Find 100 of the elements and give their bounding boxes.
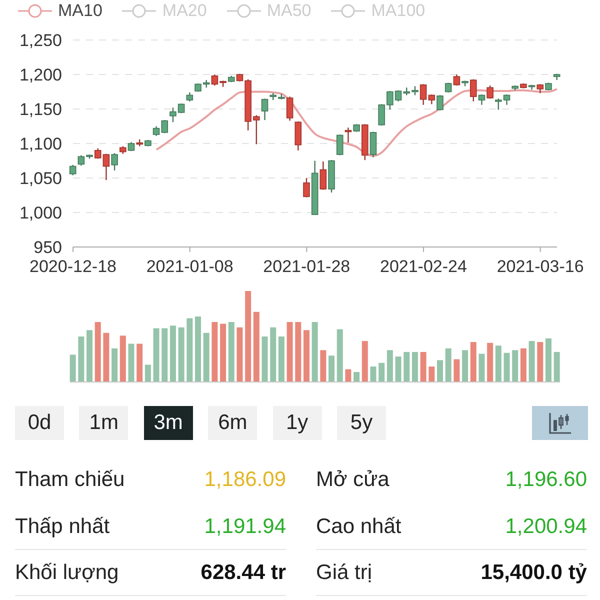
x-tick-label: 2020-12-18 bbox=[30, 257, 116, 276]
text: Mở cửa bbox=[316, 467, 390, 493]
bar bbox=[228, 322, 234, 382]
period-button: 3m bbox=[144, 406, 193, 440]
bar bbox=[178, 327, 184, 382]
bar bbox=[320, 350, 326, 382]
candlestick bbox=[286, 96, 294, 122]
candlestick bbox=[344, 127, 352, 144]
bar bbox=[395, 356, 402, 382]
candlestick bbox=[486, 84, 494, 100]
candlestick bbox=[261, 98, 268, 121]
candlestick bbox=[320, 160, 327, 190]
bar bbox=[437, 360, 443, 382]
bar bbox=[278, 336, 284, 382]
candlestick bbox=[478, 94, 486, 106]
bar bbox=[386, 350, 393, 382]
bar bbox=[404, 352, 410, 382]
bar bbox=[220, 324, 226, 382]
bar bbox=[203, 332, 210, 382]
bar bbox=[195, 316, 201, 382]
bar bbox=[153, 328, 160, 382]
x-tick-label: 2021-01-08 bbox=[146, 257, 234, 276]
bar bbox=[78, 336, 84, 382]
period-button: 1y bbox=[272, 406, 322, 440]
bar bbox=[245, 291, 252, 382]
bar bbox=[312, 322, 318, 382]
bar bbox=[428, 366, 435, 382]
bar bbox=[528, 341, 535, 382]
candlestick bbox=[470, 78, 477, 102]
bar bbox=[303, 330, 310, 382]
text: Cao nhất bbox=[316, 514, 402, 540]
text: Giá trị bbox=[316, 560, 372, 586]
bar bbox=[286, 322, 293, 382]
bar bbox=[236, 327, 243, 382]
bar bbox=[120, 336, 126, 382]
bar bbox=[378, 362, 385, 382]
candlestick bbox=[370, 131, 377, 158]
bar bbox=[504, 352, 510, 382]
period-button: 0d bbox=[15, 406, 64, 440]
text: 15,400.0 tỷ bbox=[480, 560, 587, 586]
bar bbox=[545, 338, 552, 382]
period-button: 5y bbox=[337, 406, 386, 440]
text: Thấp nhất bbox=[15, 514, 110, 540]
bar bbox=[253, 312, 260, 382]
y-tick-label: 950 bbox=[34, 238, 62, 258]
bar bbox=[420, 352, 426, 382]
bar bbox=[94, 322, 101, 382]
period-button: 6m bbox=[208, 406, 258, 440]
bar bbox=[336, 329, 343, 382]
bar bbox=[537, 342, 544, 382]
bar bbox=[478, 354, 485, 382]
bar bbox=[445, 348, 452, 382]
y-tick-label: 1,100 bbox=[19, 134, 62, 154]
candlestick bbox=[420, 84, 427, 106]
bar bbox=[412, 352, 418, 382]
bar bbox=[470, 342, 476, 382]
bar bbox=[112, 348, 118, 382]
bar bbox=[295, 322, 302, 382]
candlestick bbox=[69, 164, 76, 176]
bar bbox=[212, 322, 218, 382]
bar bbox=[495, 346, 502, 382]
candlestick bbox=[336, 134, 344, 156]
candlestick bbox=[436, 94, 444, 111]
text: 1,200.94 bbox=[505, 514, 587, 540]
bar bbox=[103, 332, 110, 382]
x-tick-label: 2021-01-28 bbox=[263, 257, 350, 276]
bar bbox=[86, 330, 93, 382]
bar bbox=[345, 369, 352, 382]
bar bbox=[362, 341, 368, 382]
text: Khối lượng bbox=[15, 560, 119, 586]
y-tick-label: 1,000 bbox=[19, 204, 62, 223]
bar bbox=[370, 366, 376, 382]
text: Tham chiếu bbox=[15, 467, 125, 493]
y-tick-label: 1,050 bbox=[19, 169, 62, 188]
bar bbox=[186, 318, 193, 382]
legend-label: MA10 bbox=[58, 1, 102, 21]
bar bbox=[554, 352, 560, 382]
bar bbox=[144, 364, 151, 382]
y-tick-label: 1,200 bbox=[19, 66, 62, 85]
bar bbox=[70, 354, 76, 382]
bar bbox=[162, 328, 168, 382]
candlestick bbox=[303, 177, 310, 198]
period-button: 1m bbox=[79, 406, 128, 440]
bar bbox=[136, 344, 143, 382]
x-tick-label: 2021-03-16 bbox=[496, 257, 584, 276]
bar bbox=[462, 350, 468, 382]
bar bbox=[270, 327, 276, 382]
y-tick-label: 1,150 bbox=[19, 100, 62, 120]
bar bbox=[170, 326, 176, 382]
candlestick bbox=[111, 152, 118, 172]
y-tick-label: 1,250 bbox=[19, 31, 62, 50]
text: 1,186.09 bbox=[204, 467, 286, 493]
bar bbox=[262, 336, 268, 382]
candlestick bbox=[428, 94, 436, 105]
x-tick-label: 2021-02-24 bbox=[380, 257, 467, 276]
bar bbox=[454, 359, 460, 382]
bar bbox=[512, 350, 518, 382]
text: 628.44 tr bbox=[200, 560, 286, 586]
text: 1,191.94 bbox=[204, 514, 286, 540]
bar bbox=[128, 344, 134, 382]
